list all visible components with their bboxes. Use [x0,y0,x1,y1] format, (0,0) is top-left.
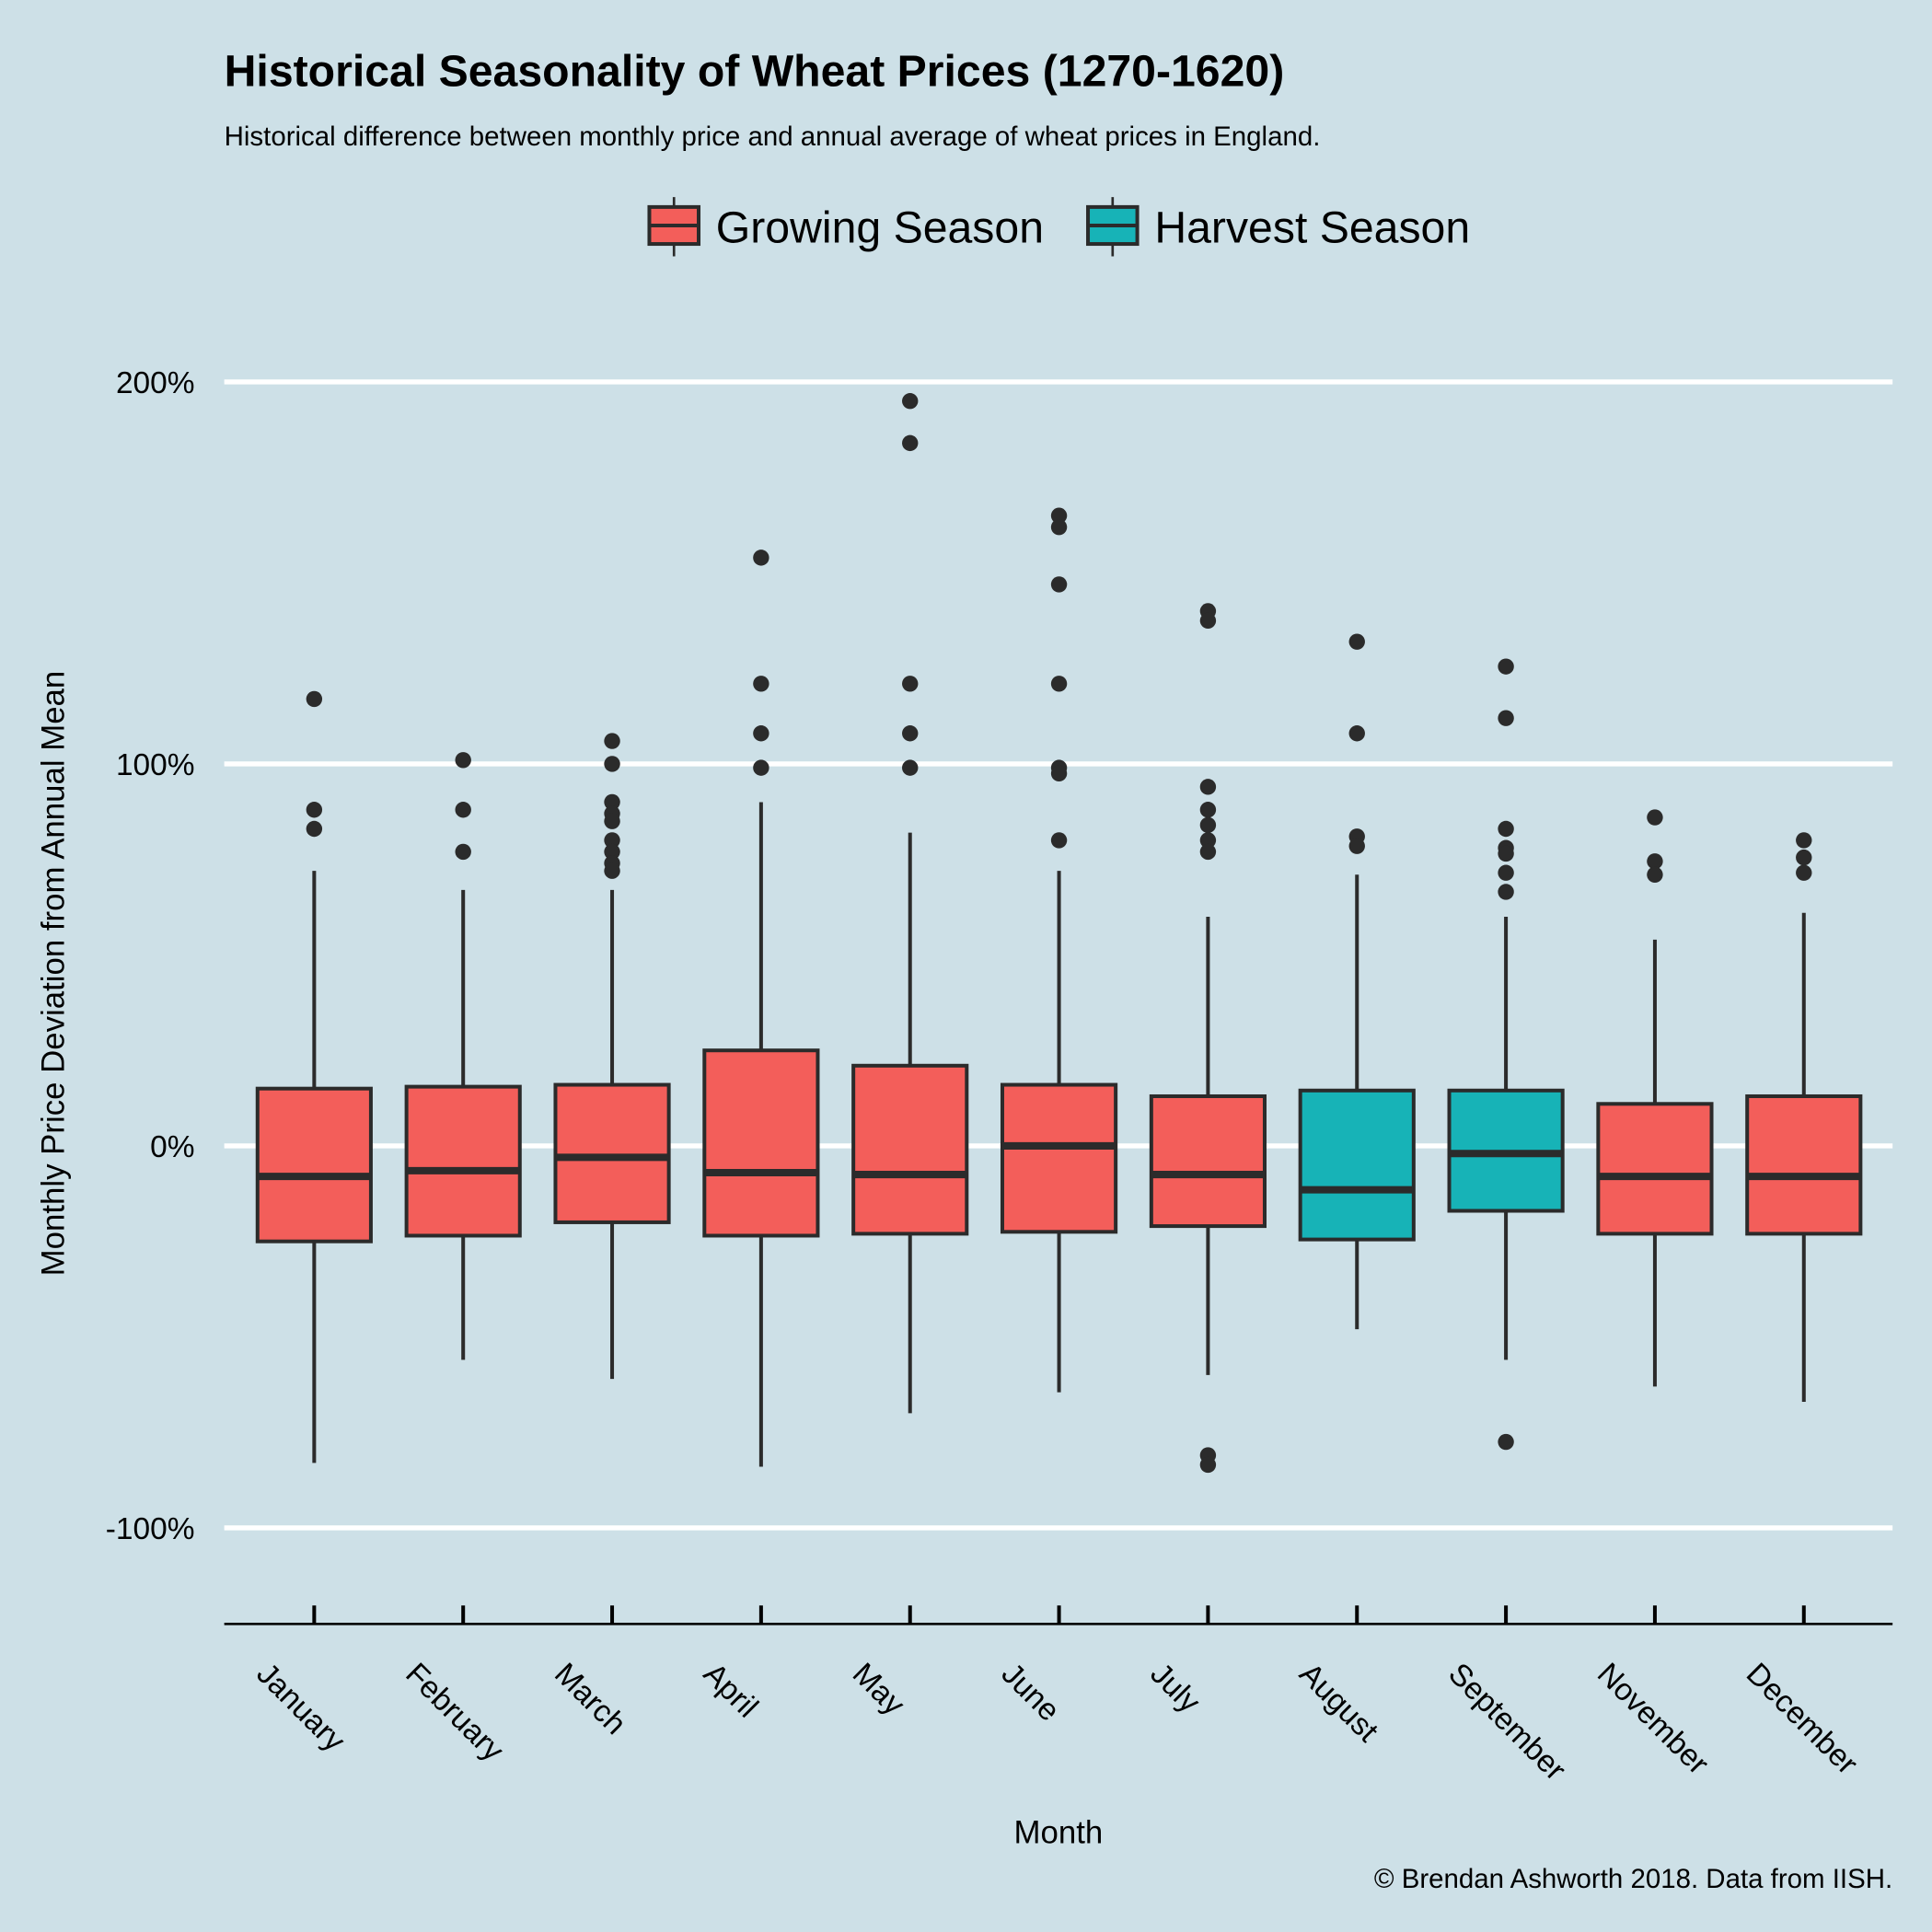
outlier-point [753,725,769,742]
boxes [255,393,1863,1474]
legend-label: Growing Season [716,203,1044,253]
outlier-point [306,690,323,708]
outlier-point [1050,576,1068,593]
box-september [1447,658,1565,1451]
outlier-point [604,756,620,772]
y-axis-label: Monthly Price Deviation from Annual Mean [36,671,72,1277]
outlier-point [902,725,919,742]
outlier-point [753,759,769,776]
box-may [851,393,969,1414]
iqr-box [404,1084,522,1238]
iqr-box [1149,1093,1267,1229]
outlier-point [1199,843,1217,861]
iqr-box [255,1086,373,1244]
outlier-point [1647,853,1663,870]
outlier-point [1050,765,1068,782]
x-axis-label: Month [1014,1815,1104,1851]
outlier-point [1796,864,1812,881]
outlier-point [1498,658,1514,675]
outlier-point [306,802,323,818]
outlier-point [1498,1433,1514,1451]
iqr-box [553,1082,671,1224]
box-april [702,550,820,1467]
outlier-point [1348,633,1365,650]
box-june [1000,507,1118,1393]
y-tick-label: 100% [116,748,195,782]
outlier-point [1199,832,1217,849]
outlier-point [1050,832,1068,849]
outlier-point [604,862,620,879]
outlier-point [604,733,620,749]
outlier-point [1647,866,1663,884]
outlier-point [1050,676,1068,692]
outlier-point [753,676,769,692]
outlier-point [902,434,919,452]
outlier-point [1796,849,1812,866]
box-february [404,752,522,1360]
outlier-point [902,676,919,692]
outlier-point [1498,820,1514,838]
outlier-point [1199,1456,1217,1474]
outlier-point [1498,710,1514,726]
outlier-point [1348,838,1365,854]
outlier-point [1498,884,1514,900]
legend-entry: Growing Season [647,197,1044,257]
outlier-point [1796,832,1812,849]
outlier-point [1498,845,1514,862]
box-january [255,690,373,1463]
iqr-box [851,1063,969,1236]
outlier-point [1050,518,1068,536]
y-tick-label: -100% [106,1512,195,1546]
box-march [553,733,671,1380]
outlier-point [306,820,323,838]
outlier-point [455,802,471,818]
chart-subtitle: Historical difference between monthly pr… [225,121,1321,152]
outlier-point [455,752,471,769]
iqr-box [702,1048,820,1238]
outlier-point [1348,725,1365,742]
legend-entry: Harvest Season [1086,197,1470,257]
iqr-box [1298,1088,1416,1242]
outlier-point [1199,612,1217,630]
chart-title: Historical Seasonality of Wheat Prices (… [225,47,1285,97]
outlier-point [604,843,620,861]
outlier-point [604,813,620,829]
outlier-point [902,759,919,776]
box-july [1149,603,1267,1474]
outlier-point [1199,779,1217,795]
box-december [1745,832,1863,1402]
outlier-point [753,550,769,566]
outlier-point [902,393,919,410]
box-august [1298,633,1416,1330]
iqr-box [1596,1102,1714,1236]
y-tick-label: 0% [150,1130,194,1164]
legend-label: Harvest Season [1154,203,1470,253]
outlier-point [455,843,471,861]
iqr-box [1000,1082,1118,1234]
y-axis-ticks: -100% 0% 100% 200% [106,366,195,1546]
legend: Growing Season Harvest Season [647,197,1470,257]
outlier-point [1647,809,1663,826]
outlier-point [1199,802,1217,818]
caption: © Brendan Ashworth 2018. Data from IISH. [1374,1864,1892,1894]
box-november [1596,809,1714,1387]
outlier-point [604,793,620,811]
outlier-point [1498,864,1514,881]
outlier-point [1050,507,1068,524]
iqr-box [1745,1093,1863,1236]
outlier-point [604,832,620,849]
y-tick-label: 200% [116,366,195,400]
outlier-point [1199,816,1217,834]
